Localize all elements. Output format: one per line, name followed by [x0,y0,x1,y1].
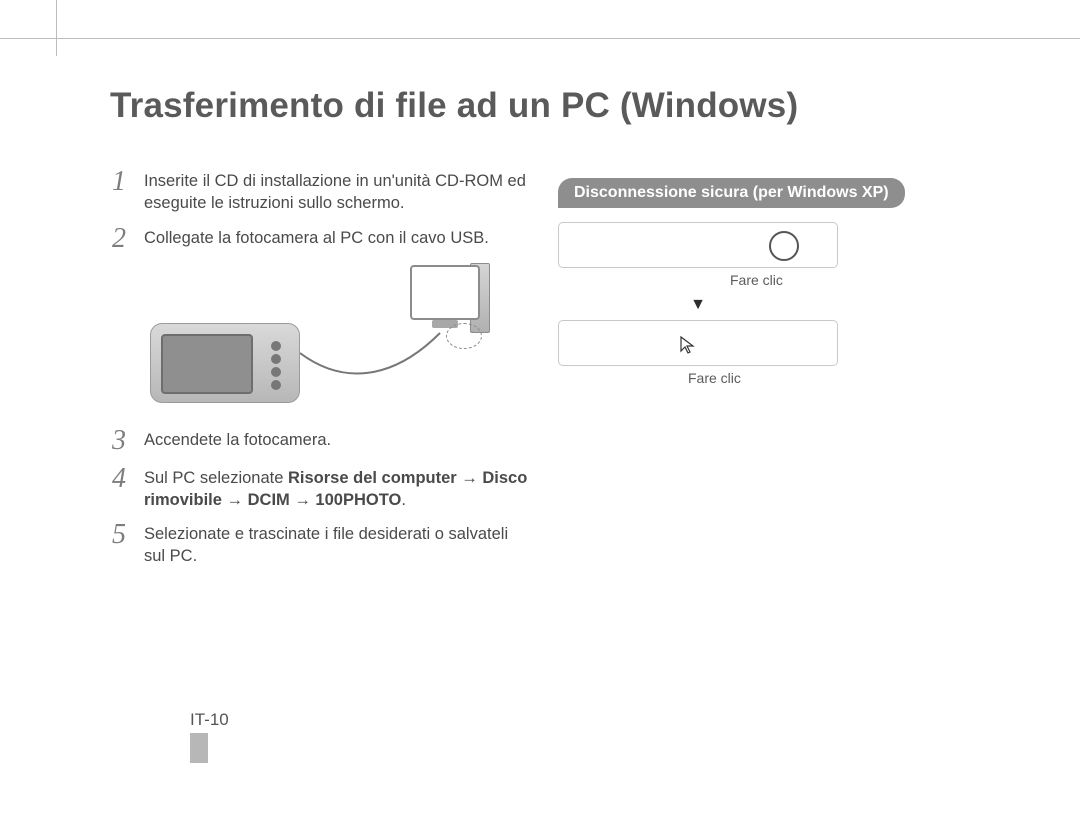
step-5: 5 Selezionate e trascinate i file deside… [112,521,532,568]
down-arrow-icon: ▼ [558,296,838,314]
step-text: Inserite il CD di installazione in un'un… [144,168,532,215]
step-number: 3 [112,427,144,455]
step-4-prefix: Sul PC selezionate [144,469,288,487]
step-3: 3 Accendete la fotocamera. [112,427,532,455]
crop-mark-vertical [56,0,57,56]
step-number: 2 [112,225,144,253]
step-number: 5 [112,521,144,549]
page-number-bar [190,733,208,763]
click-caption-1: Fare clic [730,272,978,288]
step-text: Selezionate e trascinate i file desidera… [144,521,532,568]
step-text: Sul PC selezionate Risorse del computer … [144,465,532,512]
usb-cable-icon [300,323,460,393]
click-target-circle-icon [769,231,799,261]
page-number-text: IT-10 [190,710,229,729]
step-4-suffix: . [401,491,406,509]
page-number: IT-10 [190,710,229,763]
camera-buttons-icon [261,338,291,390]
step-number: 1 [112,168,144,196]
safe-disconnect-panel: Disconnessione sicura (per Windows XP) F… [558,178,978,394]
click-caption-2: Fare clic [688,370,978,386]
crop-mark-horizontal [0,38,1080,39]
page-title: Trasferimento di file ad un PC (Windows) [110,86,798,126]
cursor-icon [679,335,697,360]
step-text: Collegate la fotocamera al PC con il cav… [144,225,489,249]
step-number: 4 [112,465,144,493]
manual-page: Trasferimento di file ad un PC (Windows)… [0,0,1080,835]
camera-screen-icon [161,334,253,394]
steps-column: 1 Inserite il CD di installazione in un'… [112,168,532,578]
step-4: 4 Sul PC selezionate Risorse del compute… [112,465,532,512]
camera-pc-illustration [140,263,490,413]
monitor-icon [410,265,480,320]
systray-illustration-2 [558,320,838,366]
panel-heading-pill: Disconnessione sicura (per Windows XP) [558,178,905,208]
step-1: 1 Inserite il CD di installazione in un'… [112,168,532,215]
systray-illustration-1 [558,222,838,268]
camera-icon [150,323,300,403]
step-text: Accendete la fotocamera. [144,427,331,451]
step-2: 2 Collegate la fotocamera al PC con il c… [112,225,532,253]
